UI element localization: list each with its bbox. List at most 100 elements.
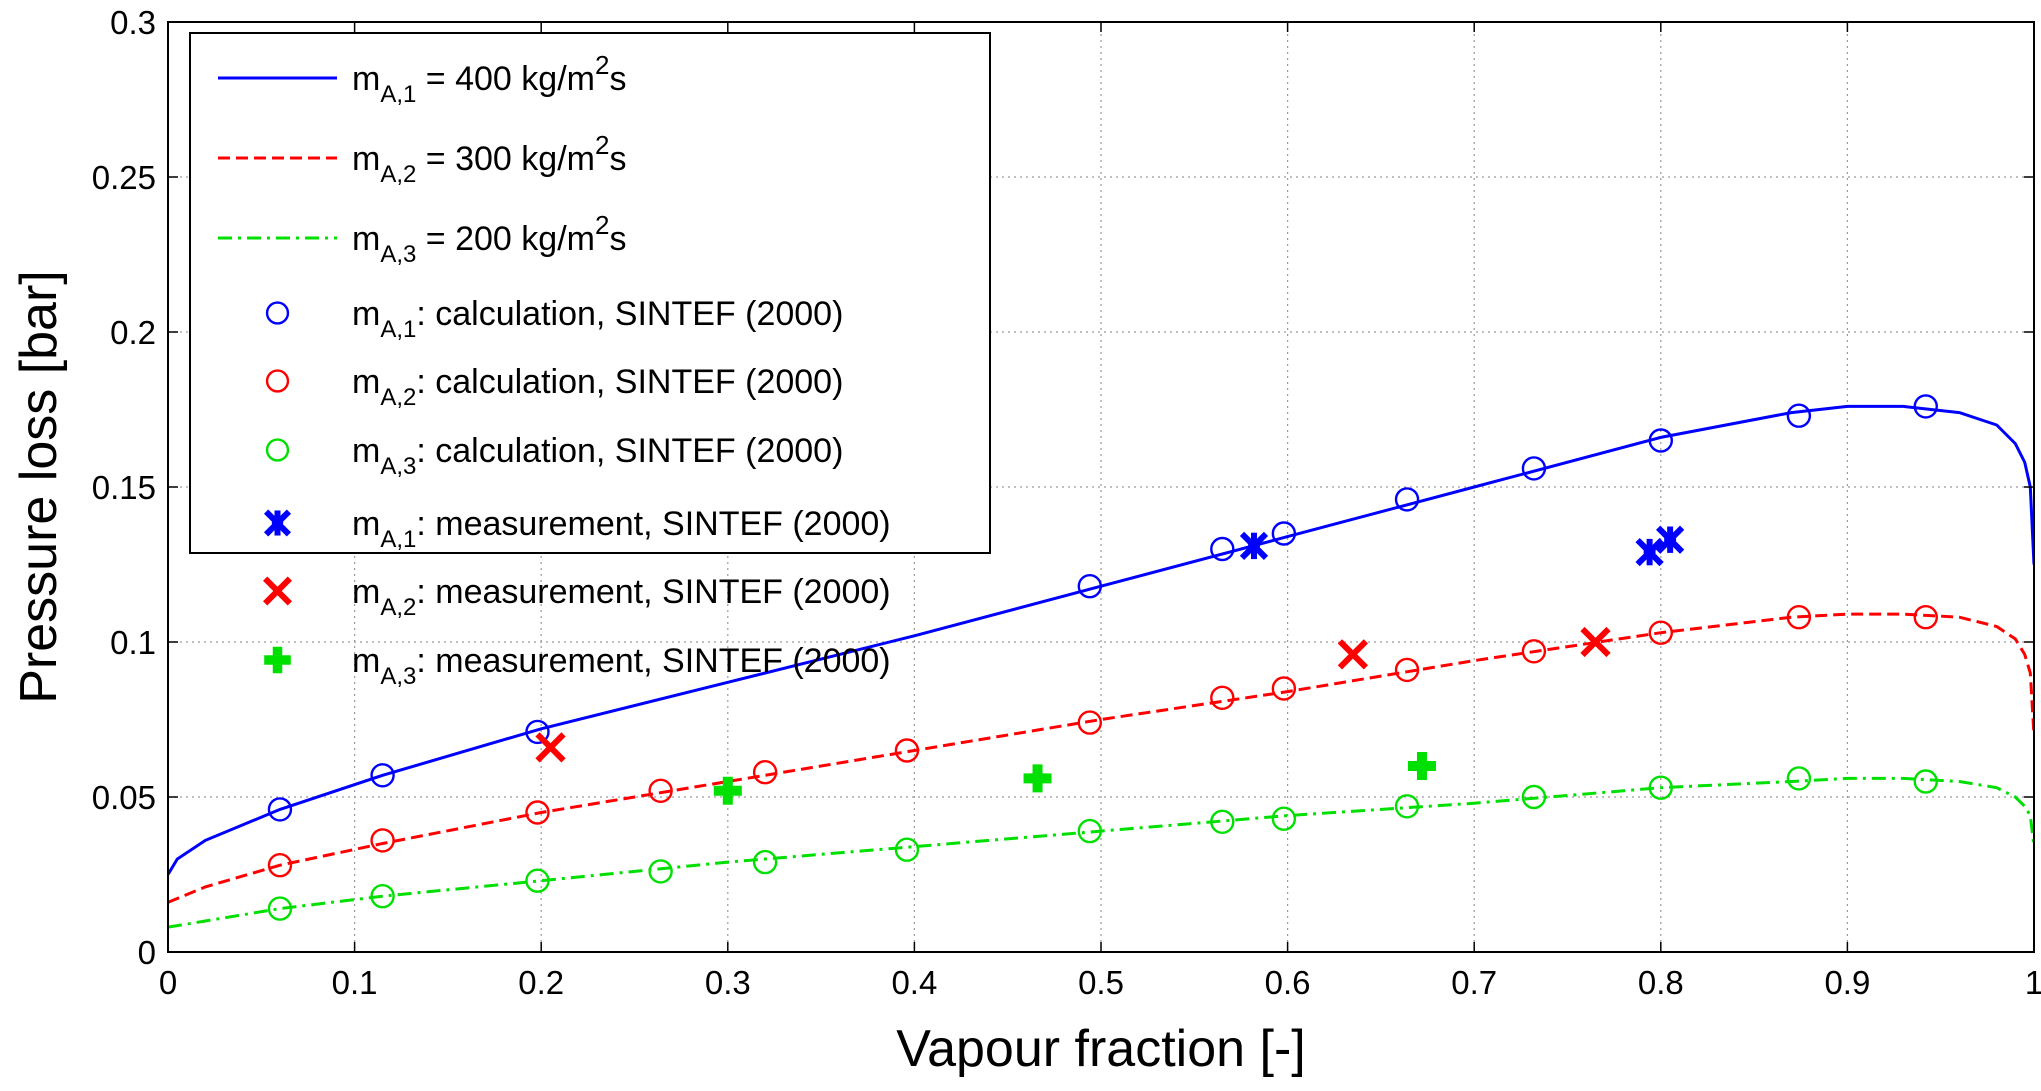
data-point-circle xyxy=(1077,574,1103,599)
legend-label: mA,3 = 200 kg/m2s xyxy=(352,210,626,268)
data-point-circle xyxy=(1394,487,1420,512)
legend-entry: mA,2 = 300 kg/m2s xyxy=(218,130,626,188)
x-axis-label: Vapour fraction [-] xyxy=(896,1020,1305,1078)
data-point-circle xyxy=(525,719,550,745)
legend-label: mA,1: calculation, SINTEF (2000) xyxy=(352,295,843,343)
legend-label: mA,1 = 400 kg/m2s xyxy=(352,50,626,108)
legend-marker-swatch xyxy=(265,301,290,325)
series-line xyxy=(168,612,2034,904)
legend-box xyxy=(189,32,991,554)
x-tick-label: 0.1 xyxy=(332,964,378,1001)
x-tick-label: 1 xyxy=(2025,964,2041,1001)
data-point-circle xyxy=(1521,784,1547,810)
y-tick-label: 0.15 xyxy=(92,469,156,506)
data-point-circle xyxy=(1913,769,1938,794)
data-point-circle xyxy=(894,738,920,763)
data-point-plus xyxy=(713,776,742,805)
series-layer xyxy=(168,404,2034,929)
x-tick-label: 0.2 xyxy=(518,964,564,1001)
data-point-circle xyxy=(648,859,673,884)
legend-marker-swatch xyxy=(265,369,290,393)
legend-entry: mA,2: measurement, SINTEF (2000) xyxy=(263,573,891,621)
legend-entry: mA,3 = 200 kg/m2s xyxy=(218,210,626,268)
data-point-circle xyxy=(1786,605,1812,630)
series-line xyxy=(168,404,2034,876)
data-point-circle xyxy=(370,884,395,909)
data-point-circle xyxy=(267,853,293,878)
data-point-circle xyxy=(1521,456,1547,481)
data-point-circle xyxy=(1648,428,1674,453)
legend-entry: mA,3: measurement, SINTEF (2000) xyxy=(264,642,891,690)
legend-marker-swatch xyxy=(263,576,292,606)
x-tick-label: 0 xyxy=(159,964,177,1001)
y-tick-label: 0 xyxy=(138,934,156,971)
data-point-circle xyxy=(752,849,778,875)
y-tick-label: 0.3 xyxy=(110,4,156,41)
legend: mA,1 = 400 kg/m2s mA,2 = 300 kg/m2s mA,3 =… xyxy=(189,32,991,690)
legend-entry: mA,3: calculation, SINTEF (2000) xyxy=(265,432,843,480)
data-point-circle xyxy=(267,896,293,921)
data-point-circle xyxy=(525,868,550,893)
legend-label: mA,2: calculation, SINTEF (2000) xyxy=(352,363,843,411)
legend-label: mA,2 = 300 kg/m2s xyxy=(352,130,626,188)
marker-layer xyxy=(267,394,1938,921)
legend-entry: mA,1 = 400 kg/m2s xyxy=(218,50,626,108)
data-point-plus xyxy=(1407,752,1436,780)
x-tick-label: 0.3 xyxy=(705,964,751,1001)
legend-label: mA,3: calculation, SINTEF (2000) xyxy=(352,432,843,480)
y-axis-label: Pressure loss [bar] xyxy=(10,270,68,704)
data-point-circle xyxy=(894,837,920,862)
data-point-circle xyxy=(1648,620,1674,645)
x-tick-label: 0.4 xyxy=(891,964,937,1001)
data-point-cross xyxy=(1337,639,1369,670)
legend-label: mA,3: measurement, SINTEF (2000) xyxy=(352,642,891,690)
data-point-circle xyxy=(370,828,395,853)
data-point-circle xyxy=(525,800,550,825)
data-point-circle xyxy=(1210,809,1235,834)
legend-entry: mA,1: measurement, SINTEF (2000) xyxy=(263,505,891,553)
data-point-circle xyxy=(1394,657,1420,683)
x-tick-label: 0.5 xyxy=(1078,964,1124,1001)
data-point-circle xyxy=(1271,521,1297,546)
legend-marker-swatch xyxy=(264,646,291,674)
data-point-circle xyxy=(648,778,673,803)
data-point-circle xyxy=(1786,766,1812,791)
x-tick-label: 0.7 xyxy=(1451,964,1497,1001)
axis-ticks: 0 0.1 0.2 0.3 0.4 0.5 0.6 0.7 0.8 0.9 1 0 0.05 0.1 0.1… xyxy=(92,4,2041,1001)
legend-label: mA,1: measurement, SINTEF (2000) xyxy=(352,505,891,553)
data-point-circle xyxy=(1077,818,1103,844)
data-point-cross xyxy=(535,732,566,763)
data-point-circle xyxy=(1913,394,1938,419)
legend-marker-swatch xyxy=(263,509,292,537)
data-point-circle xyxy=(1913,605,1938,630)
y-tick-label: 0.1 xyxy=(110,624,156,661)
data-point-star xyxy=(1239,531,1269,561)
legend-entry: mA,2: calculation, SINTEF (2000) xyxy=(265,363,843,411)
x-tick-label: 0.8 xyxy=(1638,964,1684,1001)
data-point-star xyxy=(1656,525,1685,554)
data-point-circle xyxy=(752,760,778,785)
data-point-plus xyxy=(1023,764,1052,793)
data-point-circle xyxy=(267,797,293,822)
data-point-circle xyxy=(1271,806,1297,831)
y-tick-label: 0.05 xyxy=(92,779,156,816)
y-tick-label: 0.25 xyxy=(92,159,156,196)
legend-label: mA,2: measurement, SINTEF (2000) xyxy=(352,573,891,621)
data-point-circle xyxy=(1271,676,1297,701)
data-point-circle xyxy=(1077,710,1103,735)
data-point-circle xyxy=(1521,639,1547,664)
data-point-circle xyxy=(370,763,395,788)
x-tick-label: 0.6 xyxy=(1265,964,1311,1001)
x-tick-label: 0.9 xyxy=(1824,964,1870,1001)
data-point-circle xyxy=(1786,403,1812,428)
legend-entry: mA,1: calculation, SINTEF (2000) xyxy=(265,295,843,343)
data-point-cross xyxy=(1580,626,1611,658)
legend-marker-swatch xyxy=(265,438,290,462)
data-point-circle xyxy=(1210,685,1235,710)
data-point-circle xyxy=(1648,775,1674,800)
data-point-circle xyxy=(1210,536,1235,562)
data-point-star xyxy=(1635,537,1664,567)
series-line xyxy=(168,776,2034,929)
